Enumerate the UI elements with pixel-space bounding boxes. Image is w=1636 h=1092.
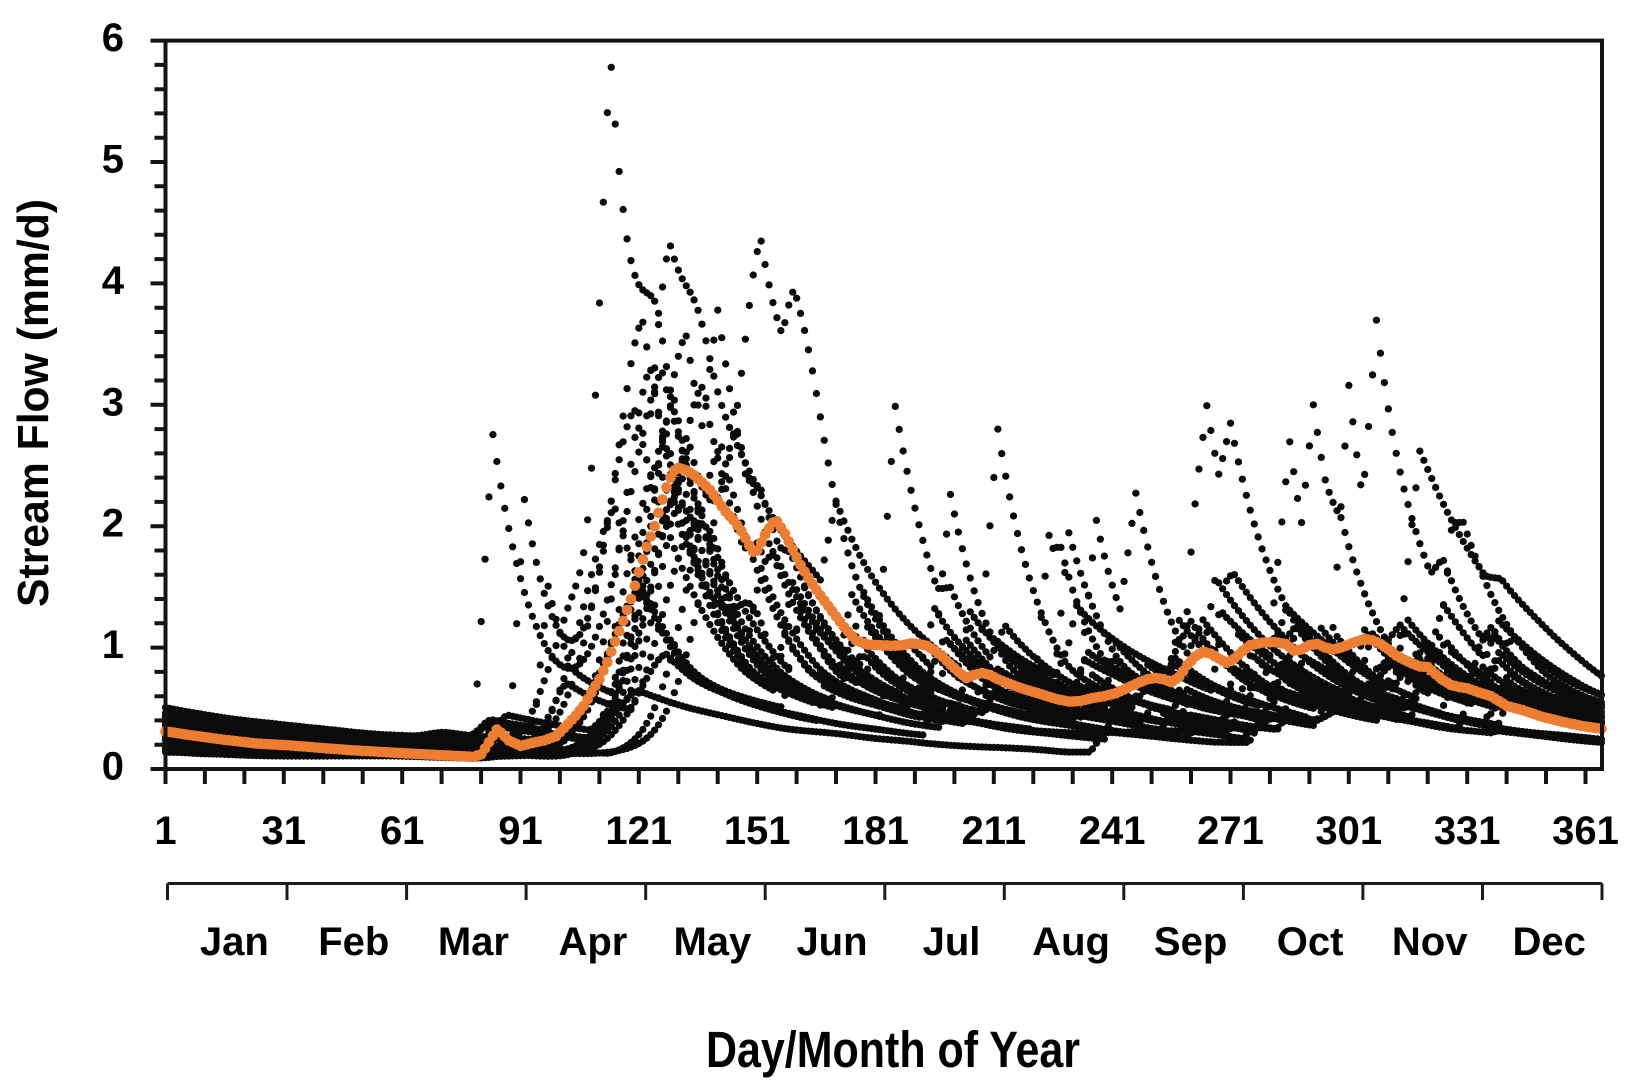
svg-text:May: May (673, 920, 752, 964)
svg-text:Jul: Jul (923, 920, 981, 964)
svg-text:Nov: Nov (1392, 920, 1468, 964)
svg-text:271: 271 (1197, 809, 1264, 853)
svg-text:Apr: Apr (558, 920, 627, 964)
svg-text:61: 61 (380, 809, 425, 853)
svg-text:361: 361 (1552, 809, 1619, 853)
svg-text:Day/Month of Year: Day/Month of Year (706, 1021, 1080, 1078)
svg-text:5: 5 (102, 138, 124, 182)
svg-text:121: 121 (605, 809, 672, 853)
svg-text:Dec: Dec (1513, 920, 1586, 964)
svg-text:211: 211 (962, 809, 1027, 853)
svg-text:4: 4 (102, 259, 125, 303)
svg-text:0: 0 (102, 745, 124, 789)
svg-text:Jun: Jun (796, 920, 867, 964)
svg-text:3: 3 (102, 380, 124, 424)
svg-text:1: 1 (154, 809, 176, 853)
svg-text:6: 6 (102, 16, 124, 60)
svg-text:Jan: Jan (200, 920, 269, 964)
svg-text:301: 301 (1315, 809, 1382, 853)
svg-text:241: 241 (1079, 809, 1146, 853)
svg-text:Feb: Feb (318, 920, 389, 964)
svg-text:151: 151 (724, 809, 791, 853)
svg-text:Aug: Aug (1032, 920, 1110, 964)
svg-text:181: 181 (842, 809, 909, 853)
svg-text:91: 91 (498, 809, 543, 853)
svg-text:2: 2 (102, 502, 124, 546)
svg-text:331: 331 (1434, 809, 1501, 853)
svg-text:Stream Flow (mm/d): Stream Flow (mm/d) (9, 199, 58, 607)
svg-text:Sep: Sep (1154, 920, 1227, 964)
svg-text:31: 31 (262, 809, 307, 853)
svg-text:1: 1 (102, 623, 124, 667)
svg-text:Mar: Mar (438, 920, 509, 964)
svg-text:Oct: Oct (1277, 920, 1344, 964)
